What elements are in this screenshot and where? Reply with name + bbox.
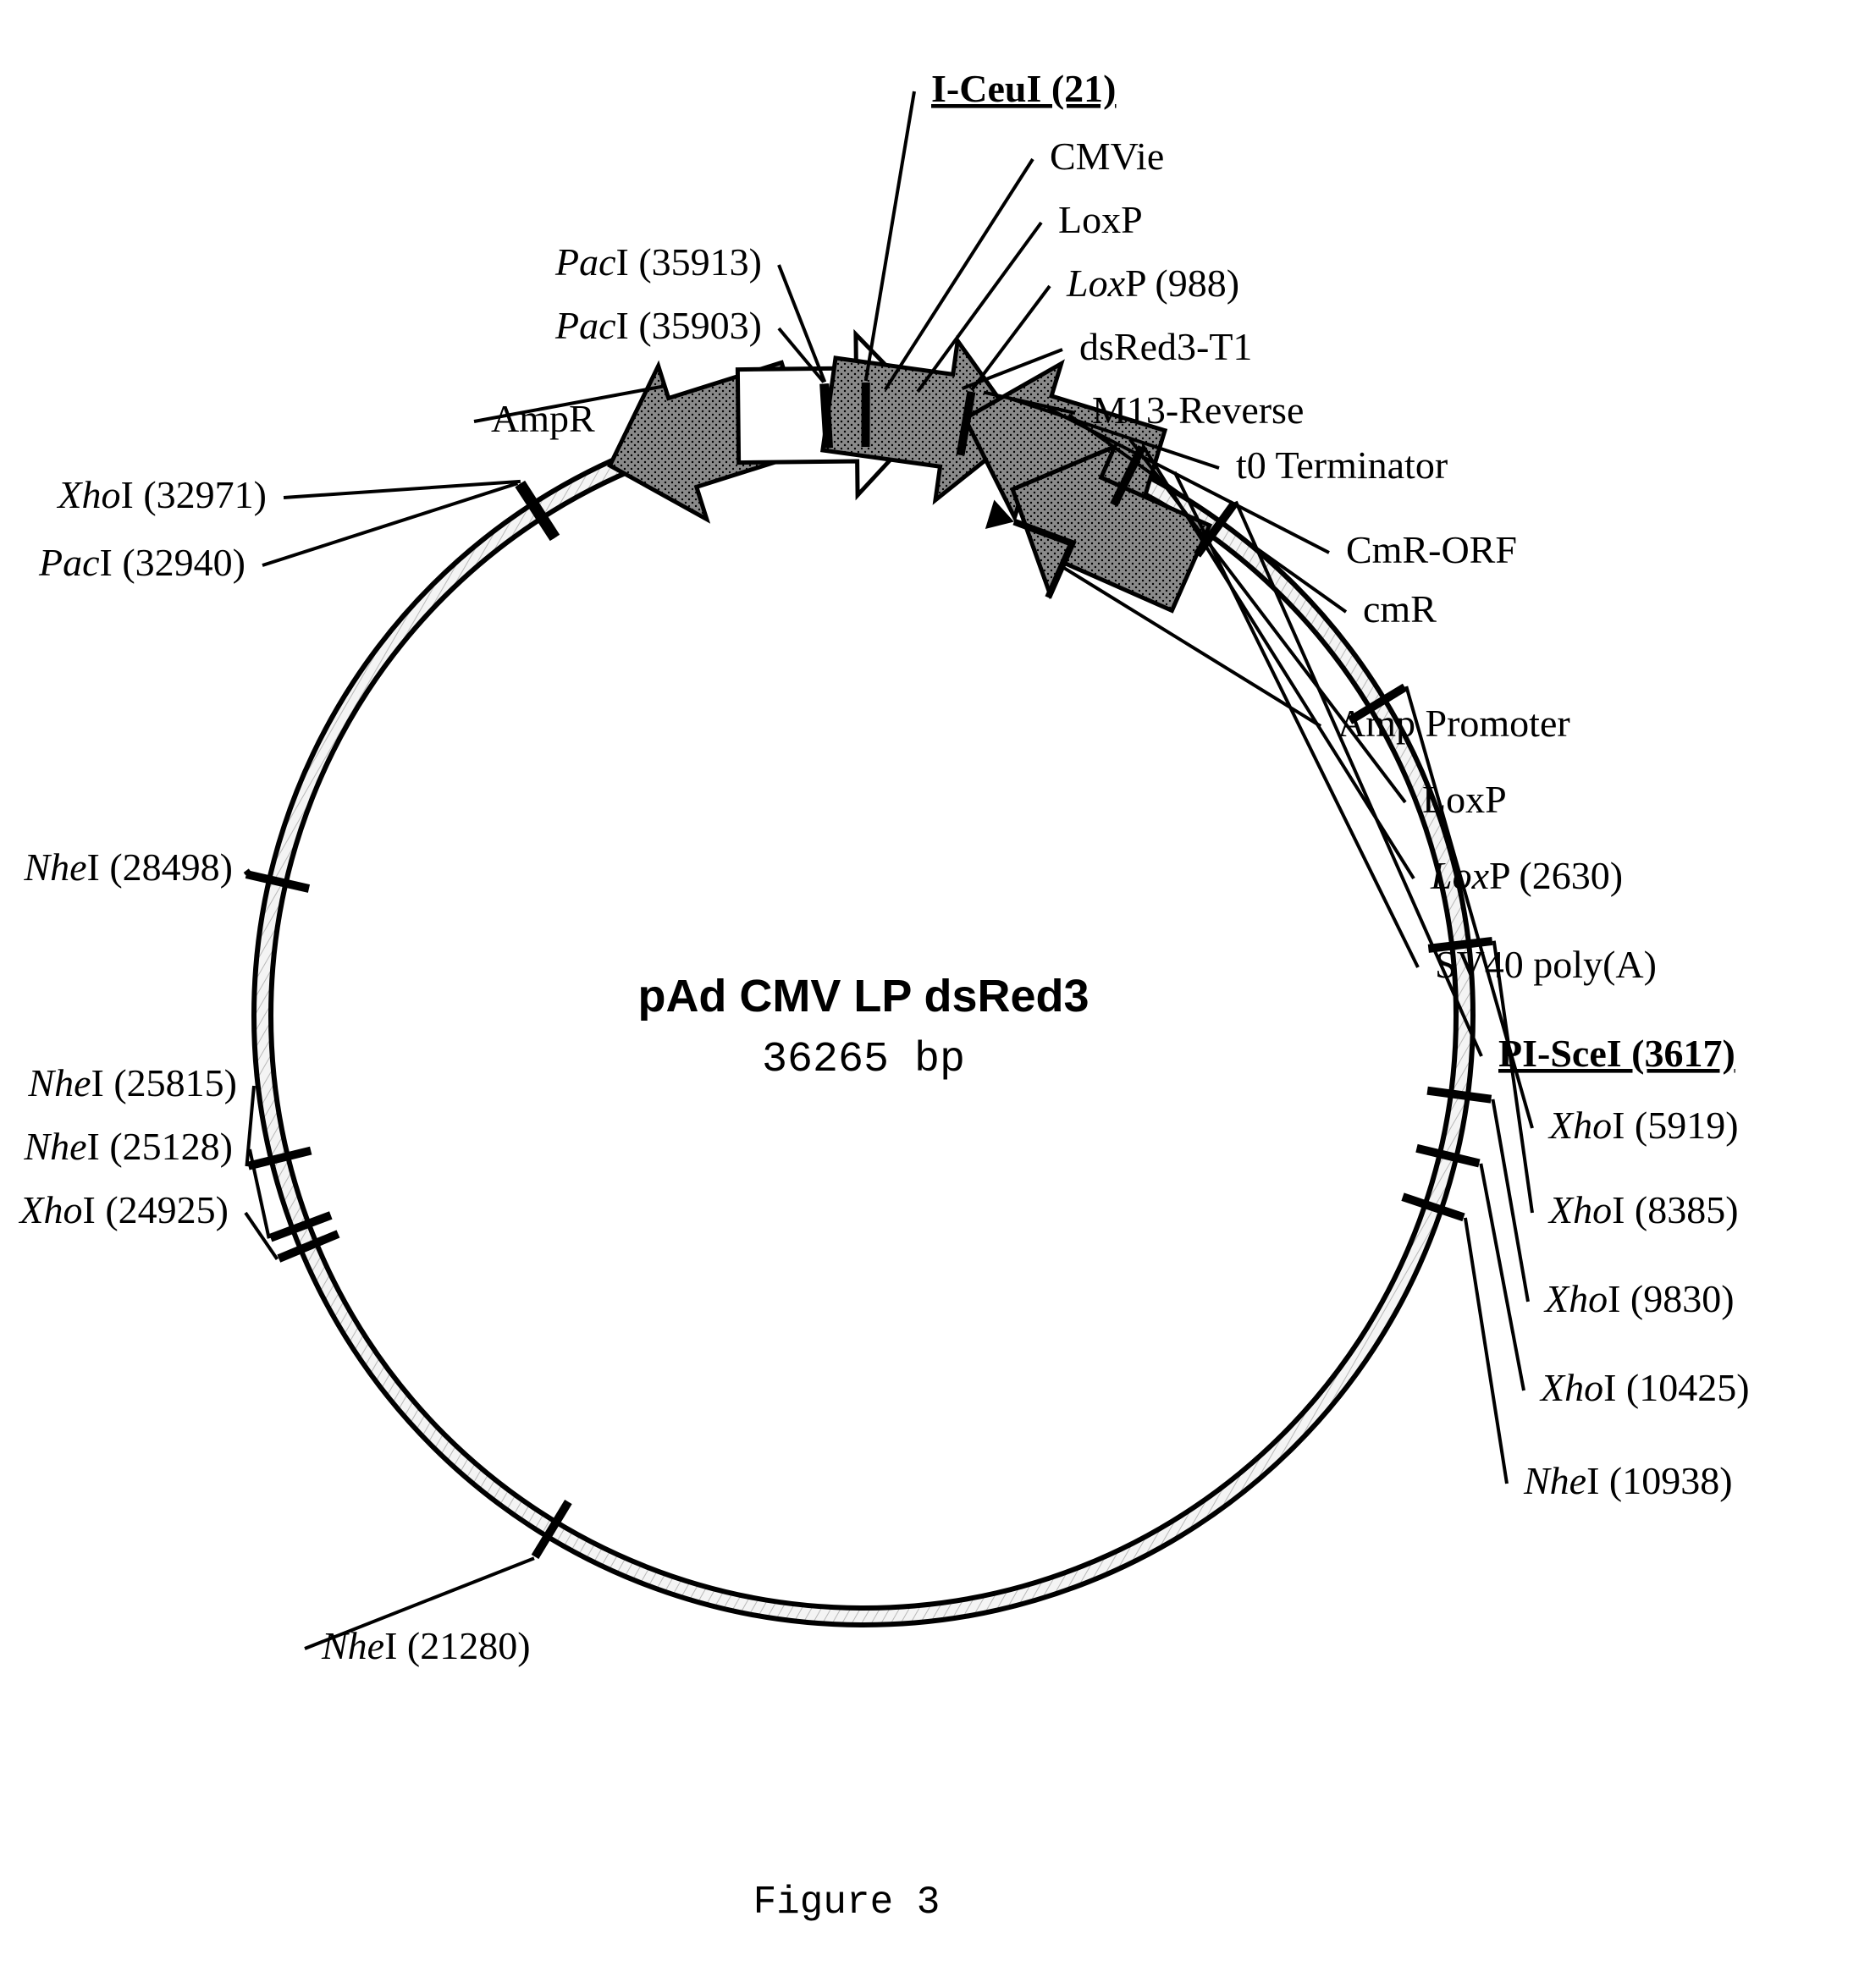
site-label: XhoI (32971) (56, 473, 267, 516)
plasmid-name: pAd CMV LP dsRed3 (637, 971, 1089, 1022)
site-label: NheI (10938) (1523, 1459, 1733, 1502)
site-label: CMVie (1050, 135, 1164, 178)
site-label: NheI (21280) (321, 1624, 531, 1667)
leader-line (866, 91, 914, 381)
site-label: LoxP (988) (1066, 262, 1239, 305)
site-label: AmpR (491, 397, 595, 440)
site-label: SV40 poly(A) (1435, 943, 1657, 986)
site-label: t0 Terminator (1236, 443, 1448, 487)
site-label: cmR (1363, 587, 1437, 631)
site-label: dsRed3-T1 (1079, 325, 1252, 368)
site-label: NheI (28498) (23, 845, 233, 889)
site-label: I-CeuI (21) (931, 67, 1116, 110)
site-label: PacI (35903) (554, 304, 762, 347)
site-label: XhoI (8385) (1547, 1188, 1739, 1231)
leader-line (1465, 1218, 1507, 1484)
site-label: XhoI (5919) (1547, 1104, 1739, 1147)
site-label: XhoI (9830) (1543, 1277, 1735, 1320)
site-label: PacI (35913) (554, 240, 762, 284)
site-label: XhoI (24925) (18, 1188, 229, 1231)
site-label: M13-Reverse (1092, 388, 1304, 432)
plasmid-map: I-CeuI (21) CMVie LoxP LoxP (988) dsRed3-T1 M… (0, 0, 1859, 1988)
leader-line (779, 265, 825, 382)
site-label: PacI (32940) (38, 541, 245, 584)
site-label: NheI (25815) (27, 1061, 237, 1104)
site-label: PI-SceI (3617) (1498, 1032, 1735, 1075)
plasmid-size: 36265 bp (762, 1036, 965, 1084)
figure-caption: Figure 3 (753, 1881, 941, 1925)
site-tick (825, 383, 829, 448)
site-label: LoxP (1058, 198, 1143, 241)
leader-line (1492, 1099, 1528, 1302)
site-label: NheI (25128) (23, 1125, 233, 1168)
site-label: XhoI (10425) (1539, 1366, 1750, 1409)
site-label: CmR-ORF (1346, 528, 1517, 571)
